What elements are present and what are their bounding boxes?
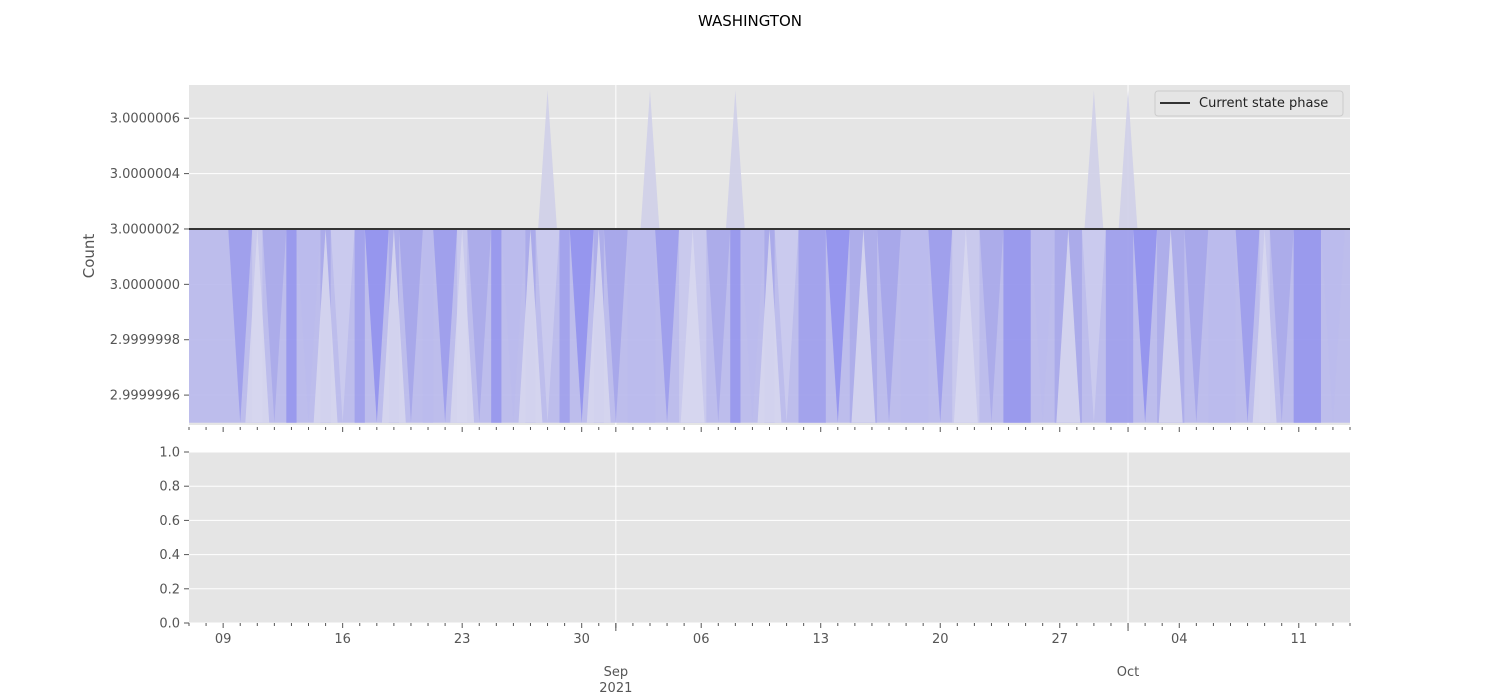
top-panel-areas [189, 90, 1350, 423]
area-band [433, 228, 458, 423]
area-band [1003, 228, 1031, 423]
x-tick-label: 09 [215, 632, 232, 647]
top-y-tick-label: 2.9999998 [110, 333, 180, 348]
x-tick-label: 16 [334, 632, 351, 647]
area-band [228, 228, 253, 423]
x-tick-label: 27 [1051, 632, 1068, 647]
area-band [928, 228, 953, 423]
area-band [740, 228, 765, 423]
area-band [586, 228, 611, 423]
area-band [518, 228, 543, 423]
area-band [286, 228, 297, 423]
area-band [706, 228, 731, 423]
area-peak [538, 90, 557, 229]
area-band [296, 228, 321, 423]
bottom-panel-y-axis: 0.0 0.2 0.4 0.6 0.8 1.0 [159, 446, 189, 632]
x-tick-label: 20 [932, 632, 949, 647]
area-band [364, 228, 389, 423]
area-band [851, 228, 876, 423]
area-band [877, 228, 901, 423]
area-band [627, 228, 656, 423]
area-band [491, 228, 502, 423]
month-tick-label: Sep [604, 665, 629, 680]
legend-label-current-state-phase: Current state phase [1199, 96, 1328, 111]
area-peak [725, 90, 745, 229]
bottom-y-tick-label: 1.0 [159, 446, 180, 461]
area-band [1030, 228, 1055, 423]
x-tick-label: 30 [573, 632, 590, 647]
area-band [1081, 228, 1106, 423]
area-band [680, 228, 705, 423]
bottom-y-tick-label: 0.0 [159, 617, 180, 632]
area-band [330, 228, 355, 423]
top-y-tick-label: 3.0000000 [110, 278, 180, 293]
bottom-y-tick-label: 0.8 [159, 480, 180, 495]
x-tick-label: 06 [693, 632, 710, 647]
area-band [467, 228, 492, 423]
chart-title: WASHINGTON [698, 12, 802, 30]
area-band [900, 228, 929, 423]
area-band [262, 228, 287, 423]
area-band [501, 228, 526, 423]
area-band [399, 228, 423, 423]
area-band [381, 228, 406, 423]
area-peak [1118, 90, 1138, 229]
area-band [1184, 228, 1209, 423]
bottom-panel-grid [189, 451, 1350, 624]
top-y-tick-label: 3.0000004 [110, 167, 180, 182]
bottom-panel-background [189, 452, 1350, 623]
area-band [757, 228, 782, 423]
top-y-tick-label: 3.0000002 [110, 222, 180, 237]
x-tick-label: 11 [1291, 632, 1308, 647]
area-band [953, 228, 978, 423]
top-y-tick-label: 2.9999996 [110, 389, 180, 404]
area-peak [1084, 90, 1104, 229]
month-tick-label: Oct [1117, 665, 1139, 680]
area-band [1269, 228, 1294, 423]
y-axis-label: Count [80, 234, 98, 279]
top-panel-y-axis: 2.9999996 2.9999998 3.0000000 3.0000002 3.00… [110, 112, 189, 404]
area-band [774, 228, 799, 423]
area-band [1105, 228, 1134, 423]
bottom-y-tick-label: 0.4 [159, 548, 180, 563]
area-band [245, 228, 270, 423]
area-band [1056, 228, 1081, 423]
top-y-tick-label: 3.0000006 [110, 112, 180, 127]
area-band [798, 228, 826, 423]
area-band [422, 228, 434, 423]
area-band [569, 228, 594, 423]
bottom-y-tick-label: 0.2 [159, 582, 180, 597]
area-band [1293, 228, 1321, 423]
area-band [603, 228, 628, 423]
x-tick-label: 23 [454, 632, 471, 647]
area-band [1235, 228, 1260, 423]
area-band [1133, 228, 1158, 423]
x-tick-label: 13 [812, 632, 829, 647]
area-band [1208, 228, 1236, 423]
area-band [655, 228, 680, 423]
area-band [535, 228, 560, 423]
year-tick-label: 2021 [599, 681, 632, 696]
x-tick-label: 04 [1171, 632, 1188, 647]
bottom-y-tick-label: 0.6 [159, 514, 180, 529]
area-peak [640, 90, 660, 229]
area-band [1252, 228, 1277, 423]
top-panel-x-ticks [188, 427, 1351, 432]
area-band [354, 228, 365, 423]
area-band [313, 228, 338, 423]
area-band [1158, 228, 1183, 423]
area-band [1320, 228, 1345, 423]
area-band [450, 228, 475, 423]
area-band [979, 228, 1004, 423]
area-band [559, 228, 570, 423]
legend-box [1154, 90, 1344, 117]
legend: Current state phase [1154, 90, 1344, 117]
area-band [730, 228, 741, 423]
area-band [825, 228, 850, 423]
